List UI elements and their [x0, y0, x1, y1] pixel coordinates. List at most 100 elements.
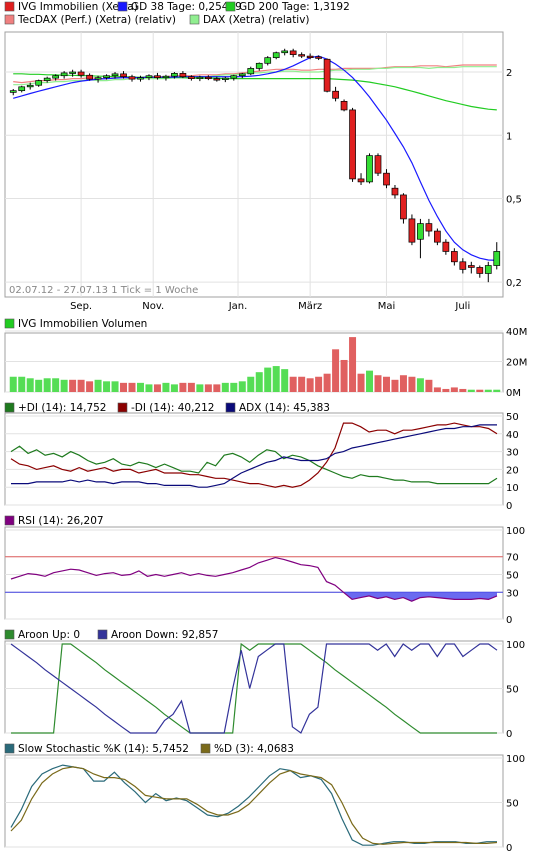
volume-bar: [340, 359, 348, 392]
volume-y-tick-label: 0M: [506, 388, 521, 399]
dmi-y-tick-label: 20: [506, 465, 519, 476]
candle-body: [196, 76, 204, 80]
dmi-legend-0-swatch: [4, 402, 15, 413]
candle-body: [86, 74, 93, 80]
volume-bar: [162, 382, 170, 392]
volume-bar: [26, 378, 34, 392]
volume-legend-swatch: [4, 318, 15, 329]
volume-bar: [366, 370, 374, 392]
stoch-line-0: [10, 764, 497, 846]
gd38-line: [13, 55, 497, 261]
dmi-line-2: [11, 424, 497, 488]
candle-body: [264, 57, 272, 64]
aroon-y-tick-label: 100: [506, 640, 525, 651]
volume-y-tick-label: 20M: [506, 358, 527, 369]
rsi-y-tick-label: 0: [506, 615, 512, 626]
rsi-y-tick-label: 70: [506, 553, 519, 564]
volume-bar: [9, 376, 17, 392]
candle-body: [281, 50, 289, 54]
rsi-y-tick-label: 30: [506, 588, 519, 599]
rsi-legend-0-swatch: [4, 515, 15, 526]
candle-body: [204, 76, 212, 80]
candle-body: [272, 52, 280, 59]
candle-body: [247, 68, 255, 75]
volume-bar: [298, 376, 306, 392]
candle-body: [315, 56, 322, 59]
gd200-line: [13, 73, 497, 111]
candle-body: [221, 77, 229, 80]
stoch-y-tick-label: 100: [506, 754, 525, 765]
volume-bar: [77, 379, 85, 392]
candle-body: [357, 178, 365, 183]
stoch-y-tick-label: 50: [506, 799, 519, 810]
volume-bar: [213, 384, 221, 392]
stoch-legend-0-swatch: [4, 743, 15, 754]
candle-body: [434, 230, 441, 243]
volume-bar: [18, 376, 26, 392]
candle-body: [111, 73, 119, 77]
candle-body: [442, 241, 450, 252]
volume-bar: [315, 376, 323, 392]
price-y-tick-label: 0,5: [506, 195, 522, 206]
price-legend-4-label: DAX (Xetra) (relativ): [203, 14, 310, 26]
candle-body: [493, 251, 501, 266]
candle-body: [69, 71, 76, 74]
candle-body: [467, 265, 475, 268]
candle-body: [77, 71, 85, 76]
candle-body: [230, 75, 238, 79]
dmi-y-tick-label: 50: [506, 412, 519, 423]
rsi-y-tick-label: 100: [506, 526, 525, 537]
volume-bar: [60, 379, 68, 392]
stoch-legend-1-swatch: [200, 743, 211, 754]
volume-bar: [69, 379, 77, 392]
tecdax-line: [13, 64, 497, 84]
dmi-y-tick-label: 10: [506, 483, 519, 494]
candle-body: [60, 72, 68, 77]
volume-bar: [120, 382, 128, 392]
volume-bar: [382, 376, 390, 392]
volume-bar: [306, 378, 314, 392]
price-legend-0-label: IVG Immobilien (Xetra): [18, 1, 138, 13]
candle-body: [383, 172, 390, 186]
dmi-y-tick-label: 0: [506, 501, 512, 512]
volume-bar: [86, 381, 94, 392]
rsi-oversold-fill: [11, 592, 497, 602]
candle-body: [340, 101, 348, 111]
dmi-legend-2-label: ADX (14): 45,383: [239, 402, 330, 414]
volume-bar: [52, 378, 60, 392]
price-legend-2-label: GD 200 Tage: 1,3192: [239, 1, 350, 13]
candle-body: [145, 75, 153, 78]
candle-body: [408, 218, 416, 243]
stoch-line-1: [10, 766, 498, 845]
volume-bar: [204, 384, 212, 392]
volume-bar: [349, 337, 357, 392]
x-tick-label: Sep.: [70, 301, 92, 312]
volume-bar: [408, 376, 416, 392]
candle-body: [366, 155, 373, 183]
stoch-y-tick-label: 0: [506, 843, 512, 854]
candle-body: [94, 77, 102, 80]
candle-body: [43, 77, 51, 81]
volume-bar: [459, 388, 467, 392]
volume-bar: [247, 376, 255, 392]
x-tick-label: Jan.: [228, 301, 248, 312]
x-tick-label: Juli: [454, 301, 470, 312]
candle-body: [162, 75, 170, 79]
volume-bar: [238, 381, 246, 392]
volume-bar: [272, 366, 280, 392]
price-y-tick-label: 2: [506, 68, 512, 79]
volume-bar: [145, 384, 153, 392]
volume-bar: [94, 379, 102, 392]
volume-bar: [476, 389, 484, 392]
aroon-legend-0-label: Aroon Up: 0: [18, 629, 80, 641]
candle-body: [9, 90, 17, 93]
volume-bar: [323, 373, 331, 392]
volume-bar: [374, 375, 382, 392]
volume-bar: [433, 387, 441, 392]
price-legend-1-label: GD 38 Tage: 0,25439: [131, 1, 242, 13]
candle-body: [484, 265, 492, 274]
volume-bar: [425, 379, 433, 392]
price-legend-4-swatch: [189, 14, 200, 25]
volume-bar: [399, 375, 407, 392]
